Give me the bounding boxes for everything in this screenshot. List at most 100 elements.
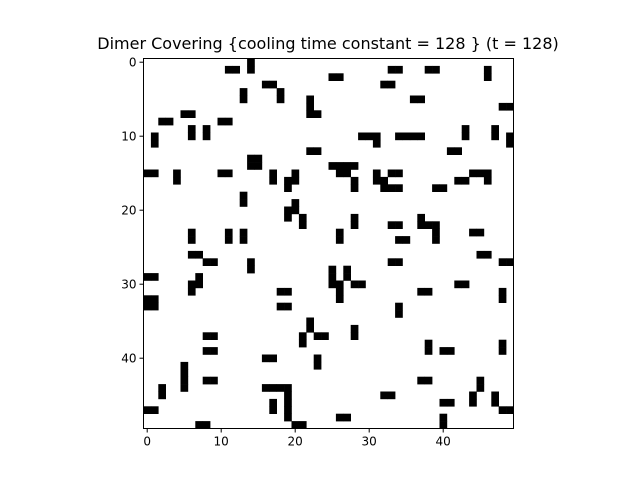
heatmap-cell bbox=[180, 361, 189, 370]
heatmap-cell bbox=[446, 147, 455, 155]
heatmap-cell bbox=[343, 265, 351, 274]
heatmap-cell bbox=[424, 347, 433, 355]
heatmap-cell bbox=[395, 236, 403, 244]
heatmap-cell bbox=[217, 117, 226, 126]
heatmap-cell bbox=[284, 184, 292, 192]
heatmap-cell bbox=[247, 162, 255, 170]
heatmap-cell bbox=[491, 132, 499, 141]
heatmap-cell bbox=[328, 162, 337, 170]
heatmap-cell bbox=[150, 406, 159, 414]
heatmap-cell bbox=[269, 176, 277, 185]
heatmap-cell bbox=[424, 339, 433, 348]
heatmap-cell bbox=[446, 347, 455, 355]
heatmap-cell bbox=[469, 228, 477, 237]
heatmap-cell bbox=[461, 176, 470, 185]
heatmap-cell bbox=[173, 176, 181, 185]
heatmap-cell bbox=[454, 176, 462, 185]
heatmap-cell bbox=[335, 295, 344, 303]
heatmap-cell bbox=[350, 162, 359, 170]
heatmap-cell bbox=[150, 139, 159, 148]
heatmap-cell bbox=[187, 280, 196, 289]
x-tick-label: 10 bbox=[214, 435, 229, 449]
heatmap-cell bbox=[306, 102, 314, 111]
heatmap-cell bbox=[417, 213, 425, 222]
heatmap-cell bbox=[343, 169, 351, 178]
heatmap-cell bbox=[239, 228, 248, 237]
y-tick-label: 30 bbox=[121, 278, 136, 292]
heatmap-cell bbox=[476, 376, 485, 385]
heatmap-cell bbox=[261, 384, 270, 392]
x-tick-label: 20 bbox=[288, 435, 303, 449]
heatmap-cell bbox=[143, 295, 152, 303]
heatmap-cell bbox=[180, 376, 189, 385]
heatmap-cell bbox=[343, 162, 351, 170]
heatmap-cell bbox=[483, 176, 492, 185]
heatmap-cell bbox=[298, 332, 307, 340]
heatmap-cell bbox=[195, 280, 203, 289]
heatmap-cell bbox=[284, 302, 292, 311]
heatmap-cell bbox=[350, 280, 359, 289]
heatmap-cell bbox=[343, 413, 351, 422]
heatmap-cell bbox=[150, 302, 159, 311]
heatmap-cell bbox=[232, 65, 240, 74]
plot-area bbox=[143, 58, 514, 429]
heatmap-cell bbox=[187, 250, 196, 259]
heatmap-cell bbox=[461, 125, 470, 133]
heatmap-cell bbox=[254, 154, 263, 163]
heatmap-cell bbox=[247, 58, 255, 67]
heatmap-cell bbox=[195, 273, 203, 281]
heatmap-cell bbox=[217, 169, 226, 178]
heatmap-cell bbox=[395, 132, 403, 141]
heatmap-cell bbox=[269, 406, 277, 414]
heatmap-cell bbox=[483, 65, 492, 74]
heatmap-cell bbox=[417, 287, 425, 296]
heatmap-cell bbox=[195, 421, 203, 429]
heatmap-cell bbox=[424, 221, 433, 229]
heatmap-cell bbox=[284, 213, 292, 222]
heatmap-cell bbox=[187, 110, 196, 118]
heatmap-cell bbox=[224, 169, 233, 178]
heatmap-cell bbox=[387, 221, 396, 229]
heatmap-cell bbox=[469, 169, 477, 178]
heatmap-cell bbox=[498, 339, 507, 348]
heatmap-cell bbox=[276, 287, 285, 296]
heatmap-cell bbox=[417, 221, 425, 229]
heatmap-cell bbox=[313, 110, 322, 118]
heatmap-cell bbox=[291, 421, 300, 429]
heatmap-cell bbox=[187, 132, 196, 141]
heatmap-cell bbox=[506, 139, 514, 148]
heatmap-cell bbox=[239, 88, 248, 96]
heatmap-cell bbox=[432, 236, 440, 244]
heatmap-cell bbox=[143, 273, 152, 281]
heatmap-cell bbox=[372, 132, 381, 141]
heatmap-cell bbox=[150, 273, 159, 281]
heatmap-cell bbox=[350, 213, 359, 222]
heatmap-cell bbox=[143, 169, 152, 178]
heatmap-cell bbox=[187, 236, 196, 244]
heatmap-cell bbox=[210, 347, 218, 355]
heatmap-cell bbox=[239, 199, 248, 207]
heatmap-cell bbox=[335, 280, 344, 289]
heatmap-cell bbox=[335, 287, 344, 296]
heatmap-cell bbox=[210, 376, 218, 385]
heatmap-cell bbox=[469, 398, 477, 407]
heatmap-cell bbox=[395, 184, 403, 192]
plot-frame bbox=[143, 58, 514, 429]
heatmap-cell bbox=[284, 406, 292, 414]
heatmap-cell bbox=[506, 406, 514, 414]
heatmap-cell bbox=[483, 73, 492, 81]
heatmap-cell bbox=[365, 132, 374, 141]
heatmap-cell bbox=[387, 258, 396, 266]
heatmap-cell bbox=[202, 376, 211, 385]
heatmap-cell bbox=[202, 125, 211, 133]
heatmap-cell bbox=[409, 95, 418, 104]
heatmap-cell bbox=[276, 95, 285, 104]
heatmap-cell bbox=[276, 302, 285, 311]
heatmap-cell bbox=[439, 421, 448, 429]
heatmap-cell bbox=[350, 176, 359, 185]
heatmap-cell bbox=[239, 191, 248, 200]
heatmap-cell bbox=[247, 154, 255, 163]
chart-title: Dimer Covering {cooling time constant = … bbox=[97, 34, 559, 53]
heatmap-cell bbox=[291, 169, 300, 178]
